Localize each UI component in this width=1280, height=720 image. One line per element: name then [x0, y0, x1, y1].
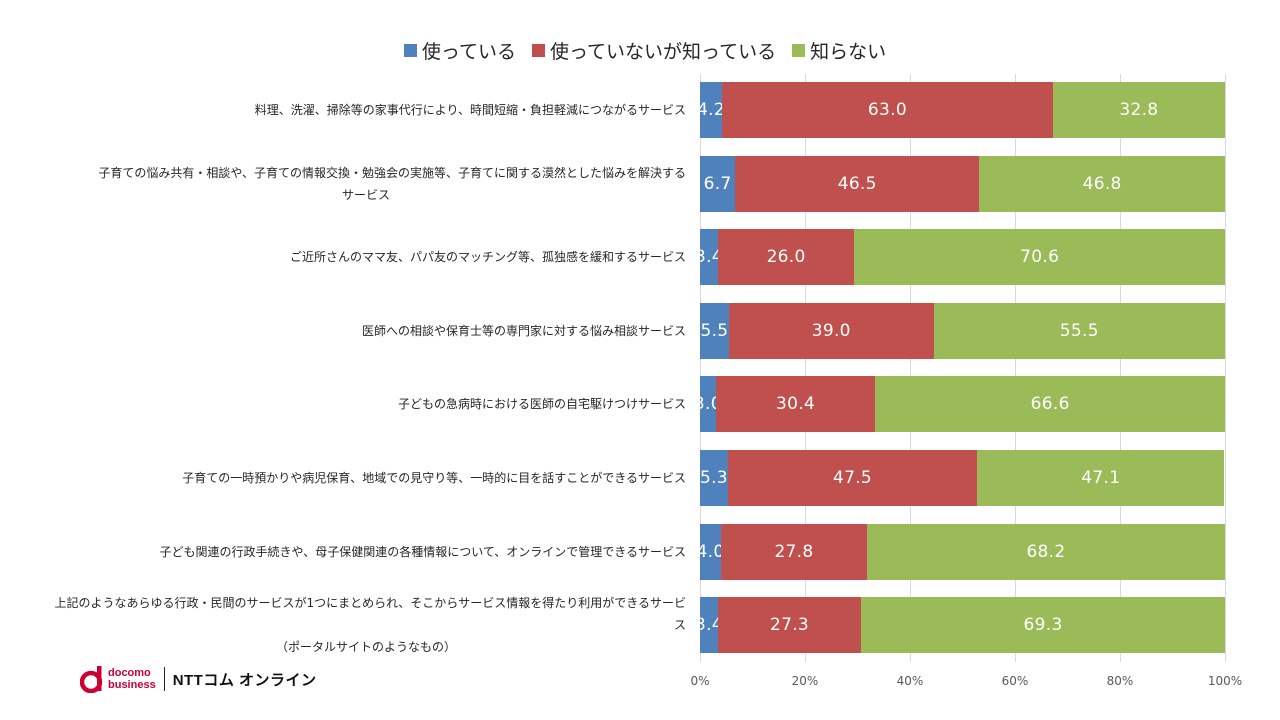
category-label-line: 子育ての一時預かりや病児保育、地域での見守り等、一時的に目を話すことができるサー…: [182, 471, 686, 485]
category-label-line: 子ども関連の行政手続きや、母子保健関連の各種情報について、オンラインで管理できる…: [159, 544, 686, 559]
legend-swatch: [792, 43, 806, 57]
legend-item: 使っていないが知っている: [531, 37, 777, 64]
data-label: 46.5: [837, 173, 877, 194]
data-label: 69.3: [1023, 615, 1063, 636]
bar-segment: [717, 229, 855, 286]
bar-segment: [1052, 82, 1225, 138]
data-label: 39.0: [811, 320, 851, 341]
bar-segment: [933, 302, 1225, 359]
legend-label: 知らない: [810, 40, 887, 63]
data-label: 55.5: [1059, 320, 1099, 341]
logo-company-name: NTTコム オンライン: [172, 671, 317, 689]
bar-segment: [735, 155, 980, 212]
data-label: 27.8: [774, 541, 814, 562]
bar-segment: [700, 229, 718, 286]
company-logo: docomo business NTTコム オンライン: [79, 664, 317, 694]
bar-segment: [700, 450, 728, 506]
data-label: 68.2: [1026, 541, 1066, 562]
data-label: 63.0: [867, 100, 907, 120]
legend-label: 使っている: [421, 40, 516, 63]
bar-segment: [717, 597, 862, 654]
x-tick-label: 40%: [896, 674, 924, 688]
legend-item: 知らない: [792, 37, 886, 64]
data-label: 27.3: [769, 615, 810, 636]
bar-segment: [861, 597, 1225, 654]
data-label: 47.5: [832, 468, 873, 488]
gridline: [700, 74, 701, 662]
x-tick-label: 0%: [690, 674, 710, 688]
legend-swatch: [403, 43, 417, 57]
data-label: 3.4: [694, 615, 723, 636]
data-label: 32.8: [1119, 100, 1159, 120]
data-label: 66.6: [1030, 394, 1070, 415]
legend-swatch: [531, 43, 545, 57]
data-label: 3.4: [694, 247, 723, 268]
category-label-line: 子育ての悩み共有・相談や、子育ての情報交換・勉強会の実施等、子育てに関する漠然と…: [98, 165, 686, 180]
bar-segment: [715, 376, 876, 433]
gridline: [805, 74, 806, 662]
x-tick-label: 60%: [1001, 674, 1029, 688]
chart-legend: 使っている 使っていないが知っている 知らない: [0, 36, 1280, 64]
bar-segment: [700, 597, 718, 654]
category-label: 子ども関連の行政手続きや、母子保健関連の各種情報について、オンラインで管理できる…: [46, 524, 686, 580]
data-label: 5.3: [699, 468, 728, 488]
category-label: 医師への相談や保育士等の専門家に対する悩み相談サービス: [46, 303, 686, 359]
bar-segment: [977, 450, 1225, 506]
x-tick-label: 20%: [791, 674, 819, 688]
bar-segment: [727, 450, 978, 506]
category-label-line: ご近所さんのママ友、パパ友のマッチング等、孤独感を緩和するサービス: [289, 250, 686, 265]
bar-segment: [866, 523, 1225, 580]
data-label: 26.0: [766, 247, 806, 268]
gridline: [1225, 74, 1226, 662]
data-label: 5.5: [700, 320, 729, 341]
category-label: 子育ての悩み共有・相談や、子育ての情報交換・勉強会の実施等、子育てに関する漠然と…: [46, 156, 686, 212]
bar-segment: [875, 376, 1225, 433]
bar-segment: [700, 523, 721, 580]
logo-line-2: business: [108, 679, 156, 691]
logo-line-1: docomo: [108, 667, 151, 679]
plot-area: 4.2 63.0 32.8 6.7 46.5 46.8 3.4 26.0 70.6 5.5 39.0…: [694, 74, 1226, 662]
category-label: 子どもの急病時における医師の自宅駆けつけサービス: [46, 376, 686, 432]
gridline: [1015, 74, 1016, 662]
bar-segment: [700, 82, 723, 138]
legend-label: 使っていないが知っている: [549, 40, 777, 63]
category-label: 料理、洗濯、掃除等の家事代行により、時間短縮・負担軽減につながるサービス: [46, 82, 686, 138]
data-label: 46.8: [1082, 173, 1122, 194]
legend-item: 使っている: [403, 37, 516, 64]
data-label: 70.6: [1020, 247, 1060, 268]
category-label-line: サービス: [341, 187, 390, 202]
data-label: 47.1: [1081, 468, 1121, 488]
category-label: ご近所さんのママ友、パパ友のマッチング等、孤独感を緩和するサービス: [46, 229, 686, 285]
category-label-line: （ポータルサイトのようなもの）: [275, 640, 456, 655]
category-label-line: 上記のようなあらゆる行政・民間のサービスが1つにまとめられ、そこからサービス情報…: [54, 596, 686, 633]
bar-segment: [721, 523, 867, 580]
data-label: 3.0: [693, 394, 722, 415]
data-label: 30.4: [776, 394, 816, 415]
logo-divider: [163, 667, 165, 691]
bar-segment: [700, 376, 716, 433]
category-label: 子育ての一時預かりや病児保育、地域での見守り等、一時的に目を話すことができるサー…: [46, 450, 686, 506]
category-label: 上記のようなあらゆる行政・民間のサービスが1つにまとめられ、そこからサービス情報…: [46, 596, 686, 654]
data-label: 6.7: [703, 173, 732, 194]
category-label-line: 医師への相談や保育士等の専門家に対する悩み相談サービス: [361, 323, 686, 338]
bar-segment: [722, 82, 1053, 138]
data-label: 4.0: [696, 541, 725, 562]
gridline: [910, 74, 911, 662]
category-label-line: 料理、洗濯、掃除等の家事代行により、時間短縮・負担軽減につながるサービス: [254, 103, 686, 117]
x-tick-label: 100%: [1207, 674, 1243, 688]
bar-segment: [979, 155, 1225, 212]
bar-segment: [728, 302, 934, 359]
data-label: 4.2: [697, 100, 725, 120]
bar-segment: [700, 155, 736, 212]
docomo-d-icon: [79, 665, 104, 694]
bar-segment: [700, 302, 729, 359]
logo-wordmark: docomo business: [108, 667, 156, 691]
x-tick-label: 80%: [1106, 674, 1134, 688]
gridline: [1120, 74, 1121, 662]
bar-segment: [854, 229, 1225, 286]
category-label-line: 子どもの急病時における医師の自宅駆けつけサービス: [397, 397, 686, 412]
